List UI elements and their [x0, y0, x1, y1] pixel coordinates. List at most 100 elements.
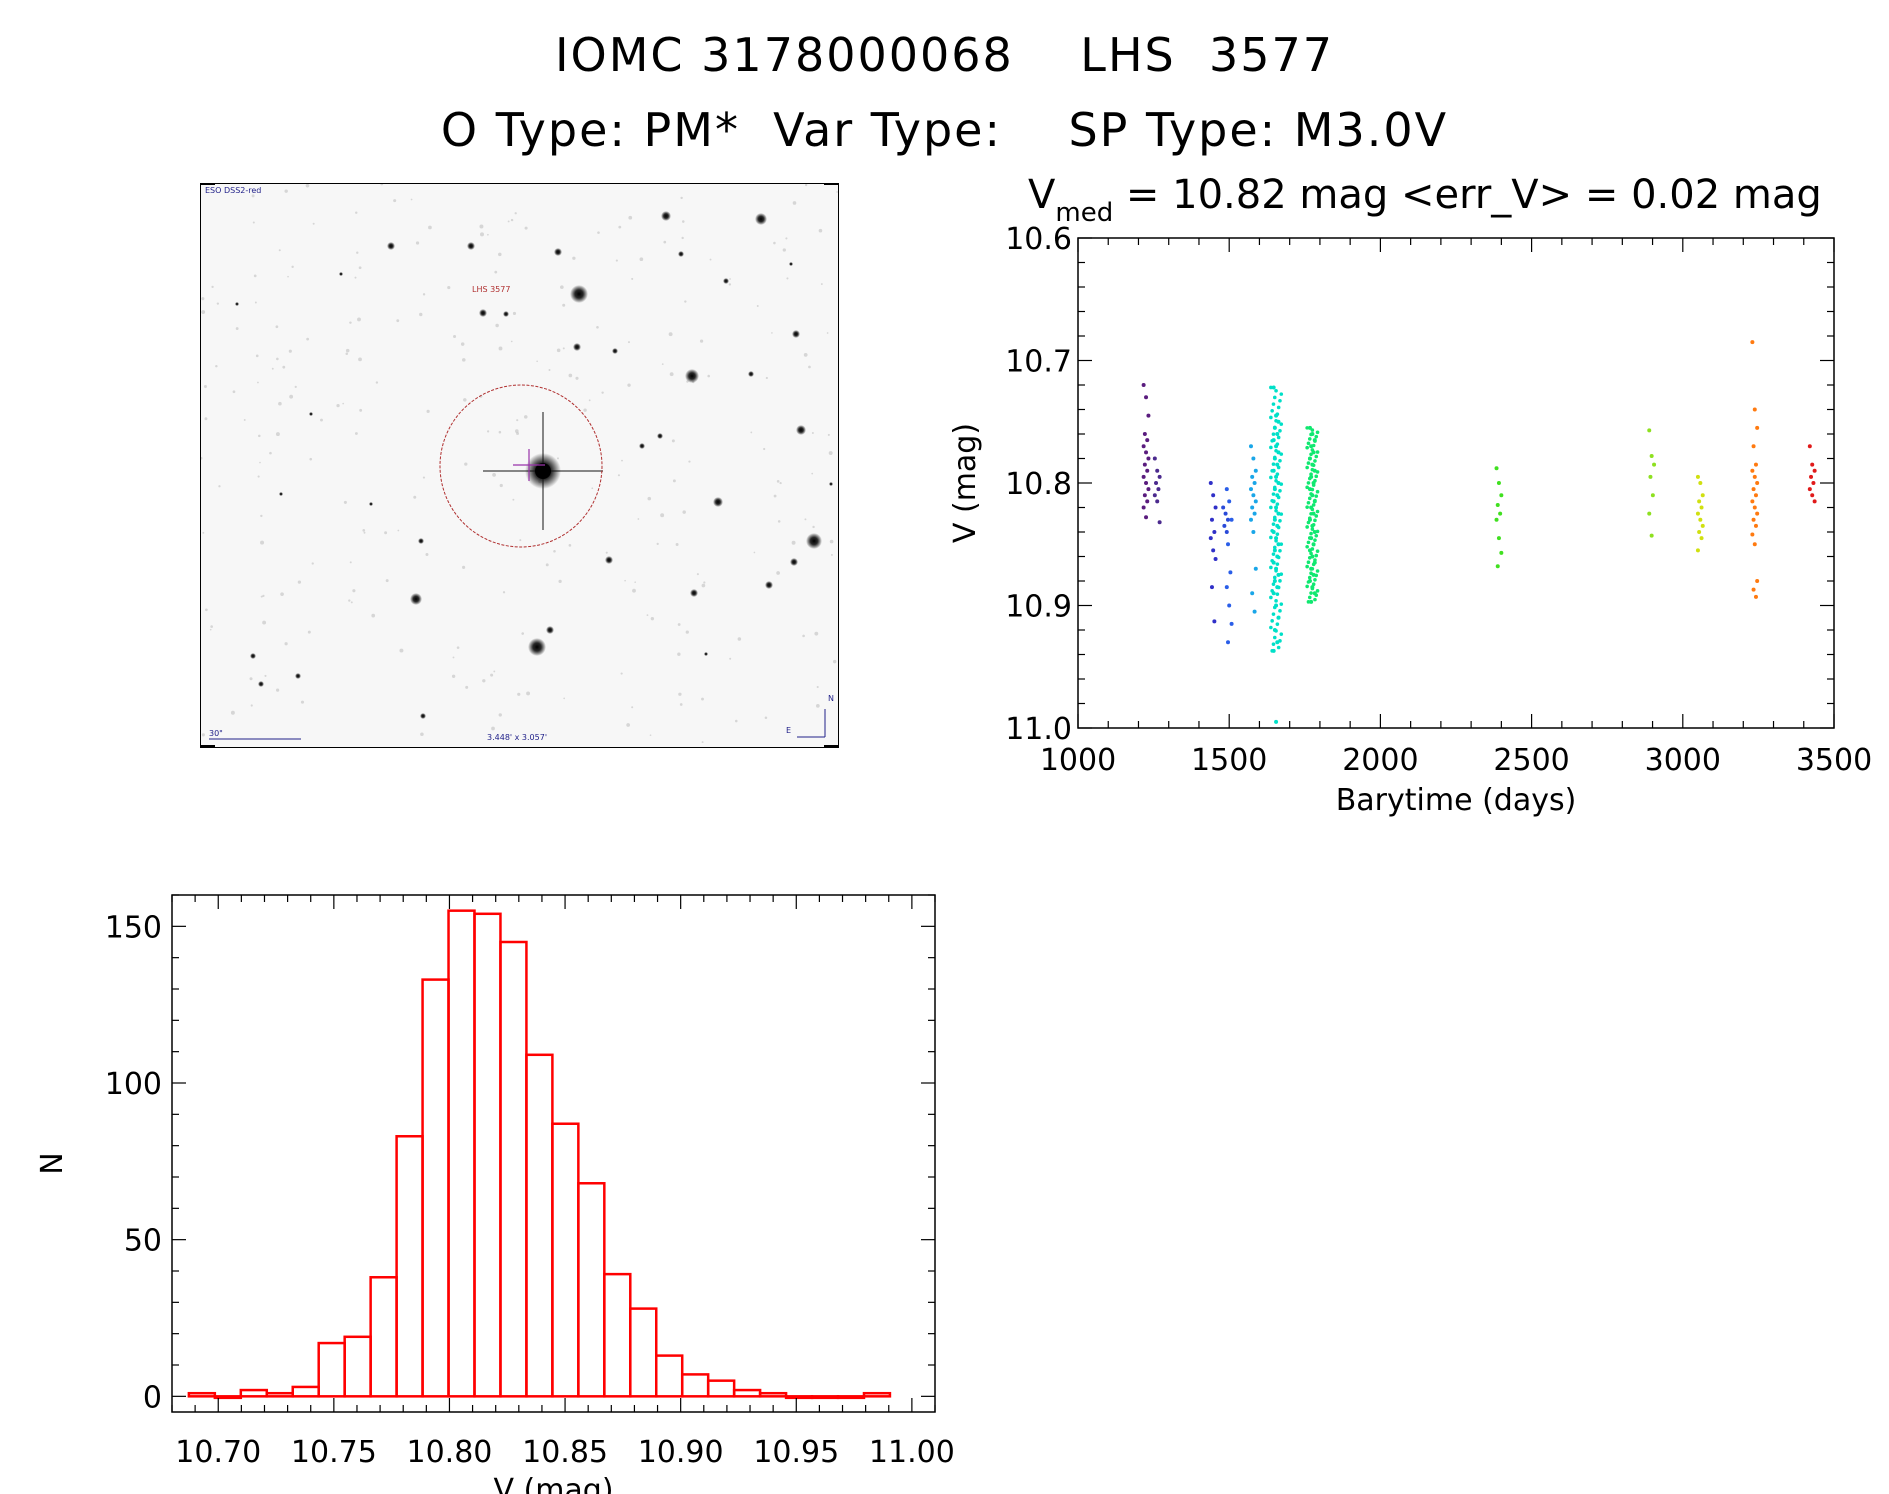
lightcurve-point [1751, 587, 1756, 592]
lightcurve-point [1315, 509, 1320, 514]
sky-speckle [526, 691, 531, 696]
sky-speckle [826, 332, 829, 334]
lightcurve-point [1698, 517, 1703, 522]
sky-speckle [253, 274, 257, 278]
lightcurve-point [1305, 584, 1309, 589]
lightcurve-point [1213, 556, 1218, 561]
histogram-xtick-label: 10.80 [407, 1435, 493, 1470]
sky-speckle [343, 500, 347, 504]
lightcurve-point [1698, 481, 1703, 485]
lightcurve-point [1306, 500, 1311, 505]
sky-speckle [688, 460, 691, 463]
lightcurve-point [1755, 425, 1760, 430]
lightcurve-point [1208, 536, 1213, 541]
sky-speckle [375, 381, 379, 384]
sky-speckle [262, 594, 265, 598]
histogram-bar [499, 940, 528, 1398]
sky-speckle [507, 220, 510, 223]
lightcurve-point [1310, 566, 1315, 571]
star [612, 348, 618, 354]
lightcurve-point [1270, 619, 1274, 623]
lightcurve-point [1274, 719, 1279, 724]
star [605, 556, 613, 564]
lightcurve-point [1271, 642, 1276, 646]
lightcurve-point [1314, 474, 1319, 479]
sky-speckle [259, 461, 261, 464]
sky-speckle [498, 430, 502, 434]
sky-speckle [556, 457, 559, 460]
lightcurve-xtick-label: 2500 [1493, 743, 1569, 778]
sky-speckle [729, 657, 732, 660]
sky-speckle [618, 225, 622, 229]
histogram-xtick-label: 10.70 [175, 1435, 261, 1470]
lightcurve-point [1269, 415, 1273, 420]
sky-speckle [349, 321, 352, 324]
lightcurve-point [1310, 547, 1315, 551]
sky-speckle [660, 513, 665, 518]
sky-speckle [671, 439, 675, 443]
sky-speckle [802, 634, 805, 638]
sky-speckle [309, 457, 313, 461]
sky-speckle [696, 573, 699, 576]
histogram-ytick-label: 100 [105, 1067, 162, 1102]
lightcurve-point [1499, 550, 1504, 555]
sky-speckle [512, 498, 515, 501]
sky-speckle [575, 376, 579, 380]
sky-speckle [639, 257, 644, 262]
lightcurve-point [1309, 511, 1313, 516]
lightcurve-point [1311, 582, 1316, 587]
lightcurve-point [1306, 461, 1311, 465]
lightcurve-point [1699, 536, 1704, 541]
lightcurve-point [1157, 474, 1162, 479]
lightcurve-point [1251, 493, 1256, 498]
lightcurve-point [1144, 515, 1149, 520]
lightcurve-title-sub: med [1055, 198, 1113, 228]
histogram-bar [603, 1272, 632, 1398]
lightcurve-point [1496, 536, 1501, 541]
sky-speckle [563, 697, 565, 700]
sky-speckle [536, 360, 538, 363]
histogram-plot: 10.70 10.75 10.80 10.85 10.90 10.95 11.00 0 50 10… [35, 894, 955, 1494]
sky-speckle [202, 531, 205, 534]
sky-speckle [269, 451, 272, 455]
lightcurve-point [1311, 522, 1316, 527]
histogram-xtick-label: 10.75 [291, 1435, 377, 1470]
target-star-core [535, 463, 551, 479]
star [258, 681, 264, 687]
lightcurve-point [1695, 474, 1700, 479]
lightcurve-point [1274, 539, 1278, 543]
sky-speckle [568, 373, 573, 378]
sky-speckle [753, 551, 756, 554]
lightcurve-point [1274, 478, 1278, 483]
sky-speckle [260, 514, 263, 518]
lightcurve-point [1695, 511, 1700, 516]
lightcurve-point [1274, 509, 1278, 513]
sky-speckle [264, 674, 267, 678]
lightcurve-point [1307, 425, 1312, 430]
histogram-bar [758, 1391, 788, 1398]
lightcurve-point [1807, 487, 1812, 492]
lightcurve-ytick-label: 11.0 [1005, 712, 1072, 747]
lightcurve-point [1276, 555, 1281, 560]
lightcurve-point [1307, 496, 1312, 501]
histogram-bar [213, 1395, 243, 1400]
sky-speckle [385, 579, 389, 583]
lightcurve-point [1310, 487, 1315, 492]
lightcurve-point [1270, 649, 1274, 653]
lightcurve-point [1144, 450, 1149, 455]
sky-speckle [631, 277, 634, 280]
sky-speckle [634, 581, 636, 583]
star [657, 433, 663, 439]
lightcurve-point [1279, 422, 1284, 426]
lightcurve-title-prefix: V [1028, 172, 1056, 218]
lightcurve-point [1315, 430, 1320, 435]
lightcurve-ytick-label: 10.7 [1005, 345, 1072, 380]
sky-speckle [422, 476, 426, 479]
sky-speckle [829, 539, 834, 544]
lightcurve-point [1306, 580, 1311, 584]
sky-speckle [560, 285, 564, 289]
lightcurve-point [1755, 511, 1760, 516]
lightcurve-point [1305, 445, 1309, 450]
histogram-bar [784, 1395, 814, 1400]
lightcurve-point [1278, 639, 1282, 643]
